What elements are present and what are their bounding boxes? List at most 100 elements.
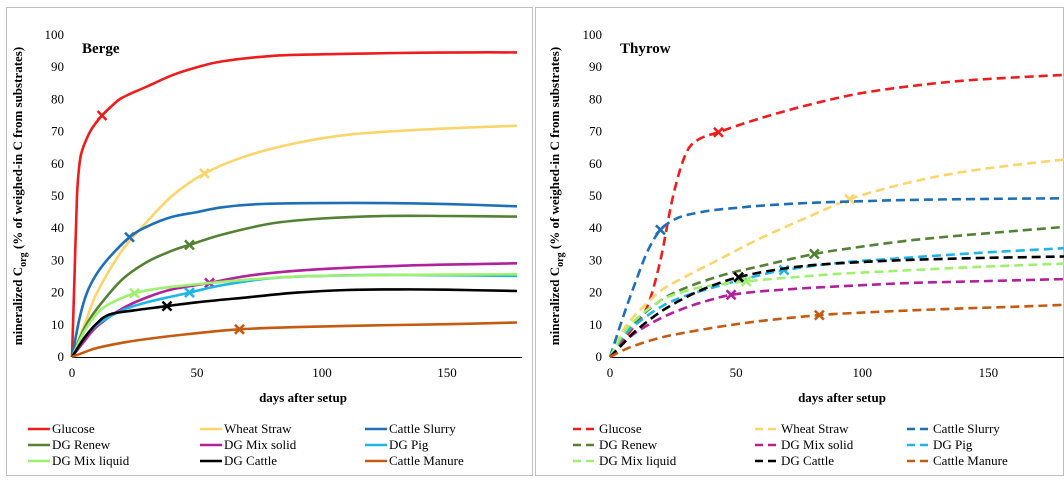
series-marker-dg-mix-solid [725, 289, 737, 301]
series-line-cattle-slurry [70, 201, 518, 358]
y-tick-label: 100 [583, 27, 603, 42]
legend-label: DG Pig [389, 437, 429, 452]
y-tick-label: 20 [51, 285, 64, 300]
series-marker-cattle-slurry [655, 224, 666, 236]
y-axis-label: mineralized Corg (% of weighed-in C from… [547, 47, 566, 345]
x-axis-label: days after setup [259, 390, 347, 405]
x-tick-label: 0 [69, 365, 76, 380]
series-line-dg-cattle [609, 255, 1064, 358]
legend-label: DG Renew [599, 437, 658, 452]
legend-label: DG Mix solid [781, 437, 854, 452]
y-axis-label: mineralized Corg (% of weighed-in C from… [10, 47, 29, 345]
legend-label: Glucose [52, 421, 95, 436]
plot-area [608, 73, 1064, 359]
y-tick-label: 70 [51, 124, 64, 139]
series-marker-cattle-manure [813, 309, 825, 321]
y-tick-label: 10 [589, 317, 602, 332]
series-marker-dg-pig [184, 287, 195, 299]
legend-label: DG Mix liquid [52, 453, 130, 468]
y-tick-label: 50 [51, 188, 64, 203]
series-marker-wheat-straw [199, 168, 210, 179]
legend-item-wheat-straw: Wheat Straw [200, 421, 292, 436]
series-line-wheat-straw [608, 158, 1064, 358]
legend-item-cattle-manure: Cattle Manure [365, 453, 464, 468]
x-tick-label: 150 [437, 365, 457, 380]
legend-label: DG Mix liquid [599, 453, 677, 468]
berge-chart-panel: 0 10 20 30 40 50 60 70 80 90 100 0 50 100 150 Berge days… [6, 7, 533, 476]
legend-label: Wheat Straw [224, 421, 292, 436]
series-line-dg-cattle [70, 288, 518, 358]
legend-label: DG Pig [933, 437, 973, 452]
series-line-dg-mix-liquid [70, 272, 518, 358]
y-axis-label-rest: (% of weighed-in C from substrates) [547, 47, 562, 253]
legend-label: Cattle Slurry [933, 421, 1000, 436]
y-axis-label-main: mineralized C [547, 267, 562, 345]
series-line-cattle-manure [71, 321, 518, 359]
y-axis-label-subscript: org [555, 252, 566, 266]
legend-item-dg-pig: DG Pig [365, 437, 429, 452]
legend-label: DG Cattle [781, 453, 834, 468]
legend-label: Cattle Manure [389, 453, 464, 468]
series-marker-dg-renew [184, 239, 195, 251]
legend-label: DG Cattle [224, 453, 277, 468]
series-marker-cattle-slurry [124, 231, 135, 243]
legend-item-glucose: Glucose [28, 421, 95, 436]
series-line-dg-pig [608, 246, 1064, 358]
legend-item-dg-mix-solid: DG Mix solid [755, 437, 854, 452]
series-marker-glucose [96, 110, 108, 121]
y-axis-label-subscript: org [18, 252, 29, 266]
x-tick-label: 0 [607, 365, 614, 380]
legend-item-dg-pig: DG Pig [907, 437, 973, 452]
series-marker-dg-mix-liquid [740, 275, 752, 287]
legend-item-cattle-slurry: Cattle Slurry [907, 421, 1000, 436]
legend-item-dg-renew: DG Renew [573, 437, 658, 452]
legend-item-cattle-manure: Cattle Manure [907, 453, 1008, 468]
series-line-cattle-slurry [608, 197, 1064, 358]
y-tick-label: 40 [589, 220, 602, 235]
chart-frame [535, 7, 1064, 476]
series-marker-dg-renew [808, 248, 820, 260]
y-tick-label: 30 [51, 252, 64, 267]
y-tick-label: 40 [51, 220, 64, 235]
legend-label: DG Renew [52, 437, 111, 452]
y-tick-label: 30 [589, 252, 602, 267]
x-tick-label: 100 [852, 365, 872, 380]
y-tick-label: 60 [589, 156, 602, 171]
legend-item-dg-cattle: DG Cattle [755, 453, 834, 468]
legend-item-dg-mix-liquid: DG Mix liquid [28, 453, 130, 468]
y-tick-label: 60 [51, 156, 64, 171]
chart-frame [6, 7, 533, 476]
series-marker-dg-cattle [733, 271, 745, 283]
y-tick-label: 0 [596, 349, 603, 364]
series-line-glucose [70, 51, 518, 358]
plot-area [70, 51, 518, 359]
panel-title: Thyrow [620, 41, 671, 57]
series-marker-dg-mix-liquid [129, 287, 140, 299]
thyrow-chart-panel: 0 10 20 30 40 50 60 70 80 90 100 0 50 100 150 Thyrow day… [535, 7, 1064, 476]
y-tick-label: 80 [51, 91, 64, 106]
y-tick-label: 70 [589, 124, 602, 139]
y-axis-label-main: mineralized C [10, 267, 25, 345]
x-tick-label: 50 [730, 365, 743, 380]
y-axis-label-rest: (% of weighed-in C from substrates) [10, 47, 25, 253]
y-tick-label: 100 [45, 27, 65, 42]
legend-item-dg-mix-solid: DG Mix solid [200, 437, 297, 452]
panel-title: Berge [82, 41, 120, 57]
legend-label: Cattle Slurry [389, 421, 456, 436]
x-tick-label: 50 [191, 365, 204, 380]
x-axis-label: days after setup [798, 390, 886, 405]
y-tick-label: 90 [51, 59, 64, 74]
y-tick-label: 50 [589, 188, 602, 203]
series-line-dg-mix-liquid [608, 262, 1064, 358]
legend-item-dg-cattle: DG Cattle [200, 453, 277, 468]
legend-label: Cattle Manure [933, 453, 1008, 468]
legend-label: DG Mix solid [224, 437, 297, 452]
legend-label: Wheat Straw [781, 421, 849, 436]
legend-item-glucose: Glucose [573, 421, 642, 436]
series-marker-cattle-manure [234, 323, 245, 335]
series-marker-dg-cattle [161, 300, 173, 312]
y-tick-label: 20 [589, 285, 602, 300]
legend-label: Glucose [599, 421, 642, 436]
